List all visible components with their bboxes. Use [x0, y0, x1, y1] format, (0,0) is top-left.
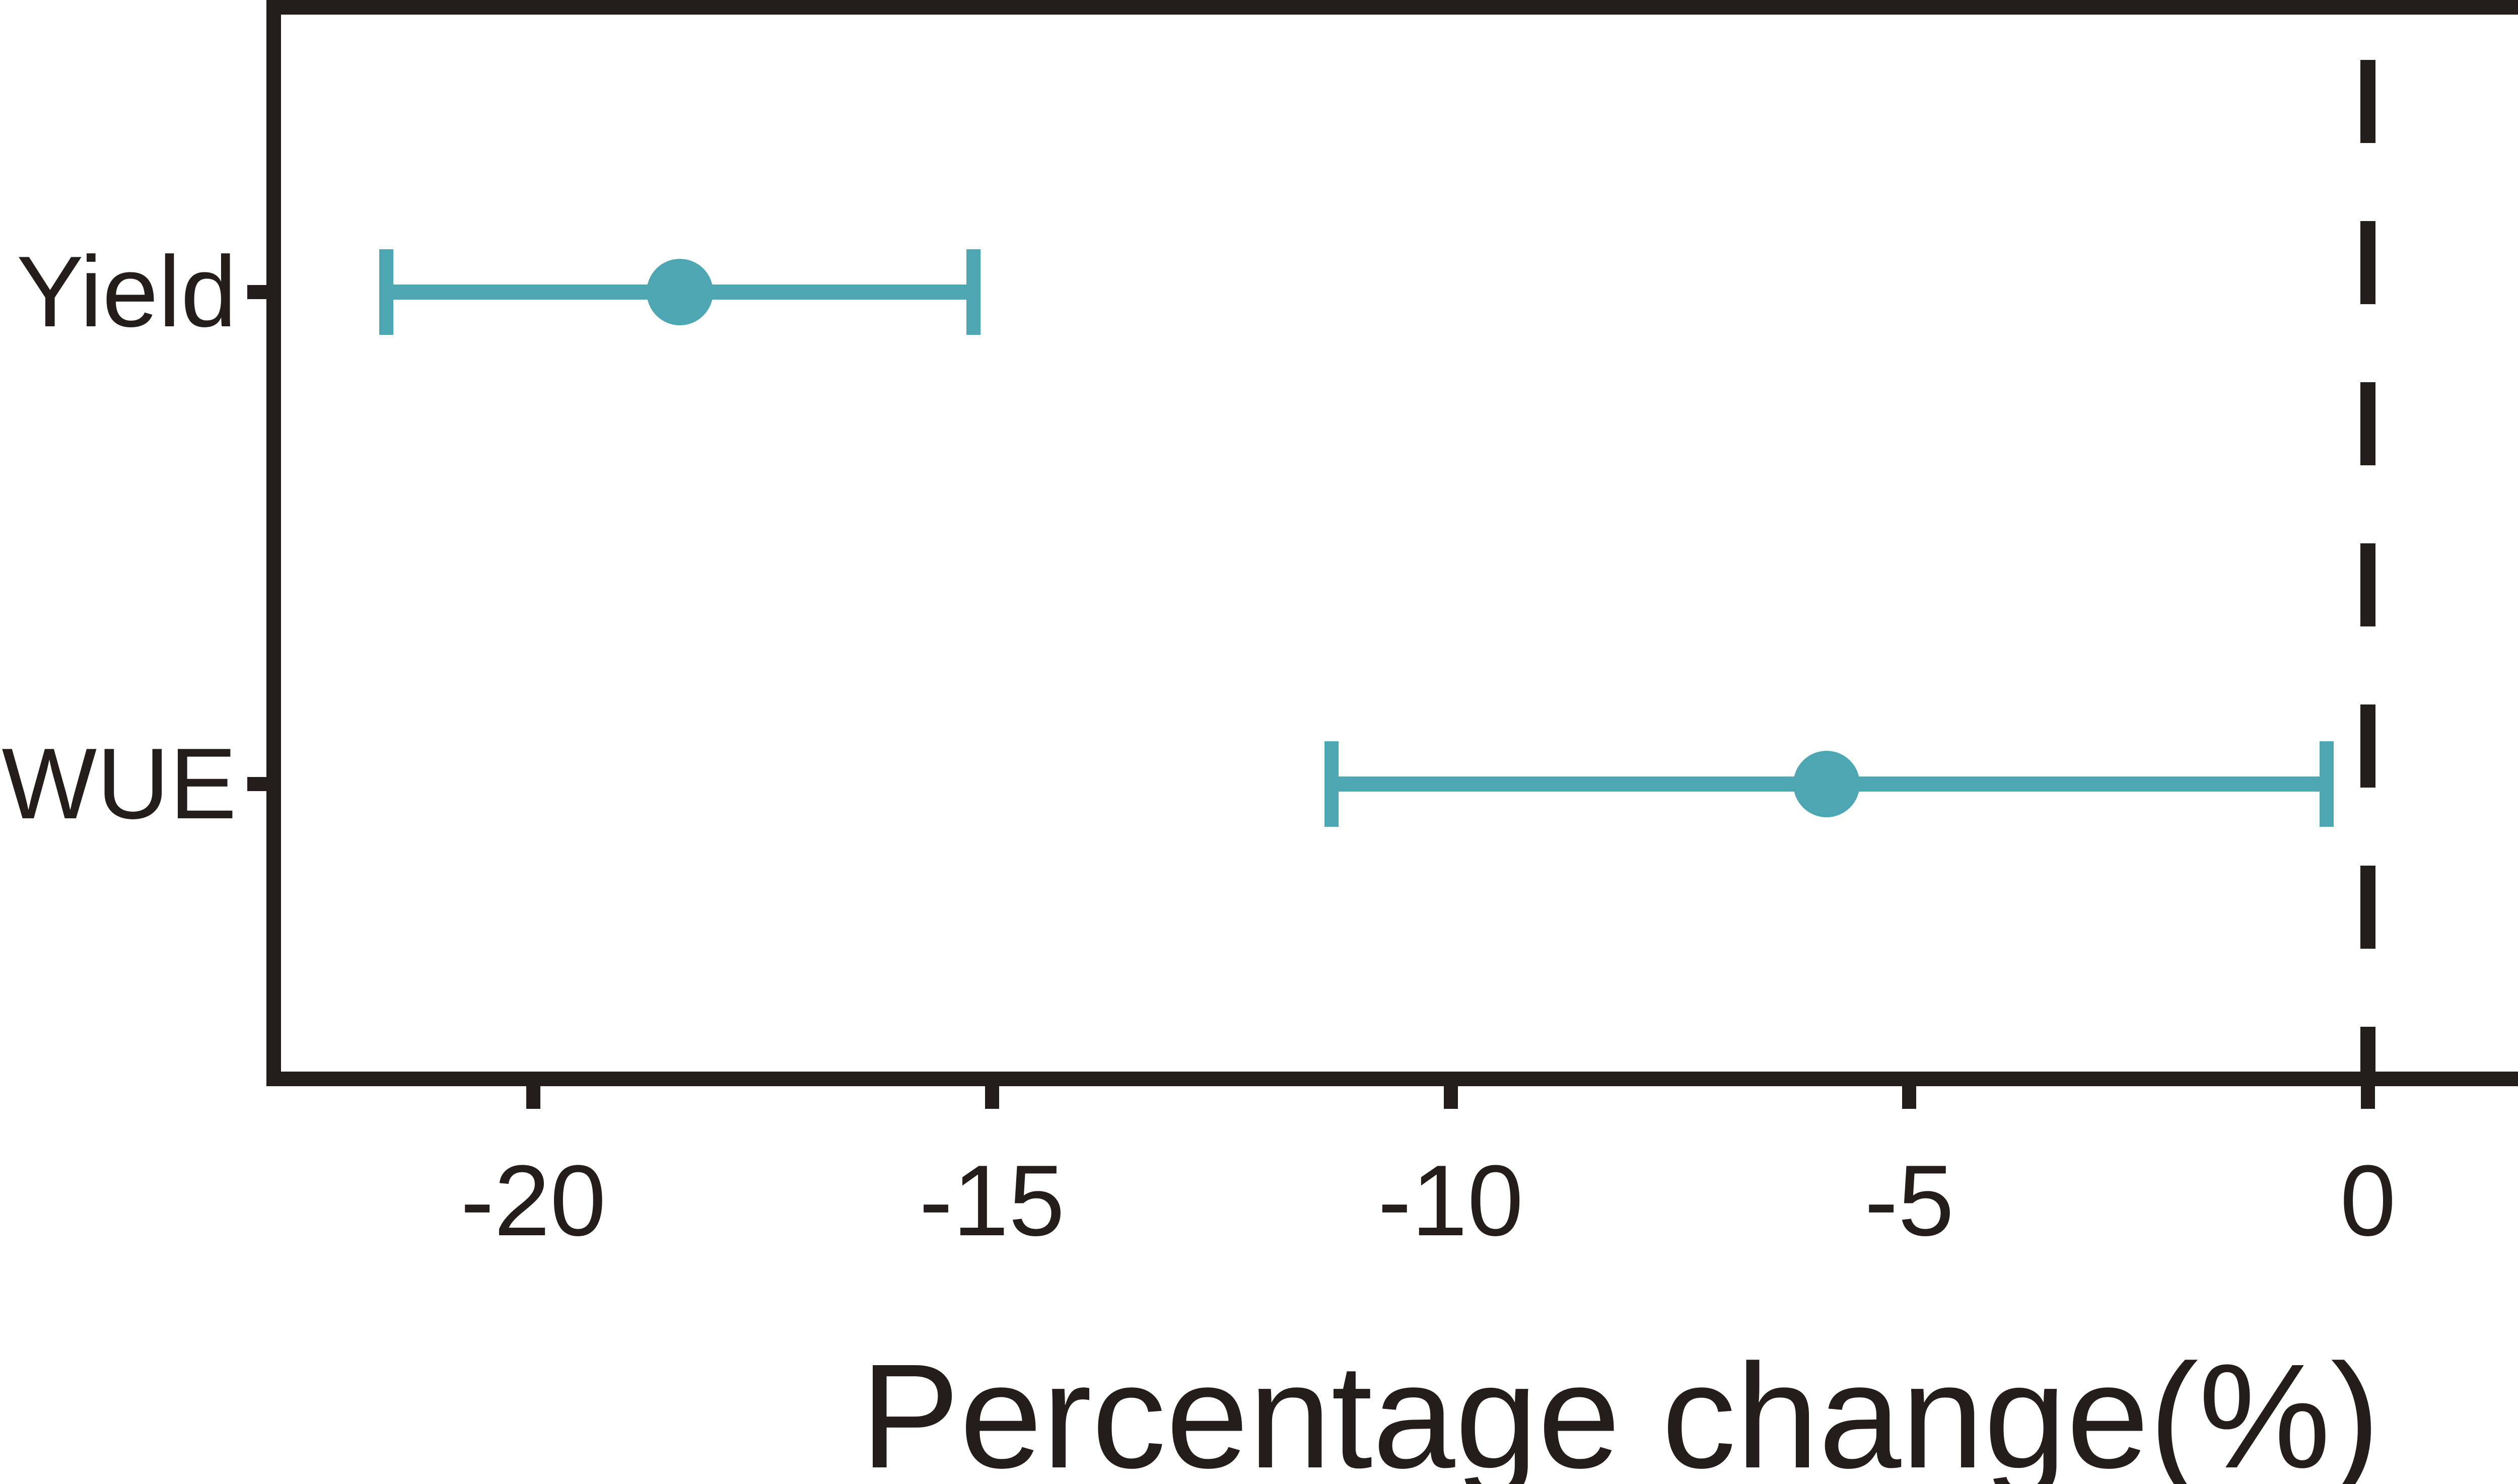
x-axis-tick-0 — [2361, 1086, 2375, 1109]
row-label-wue: WUE — [2, 728, 237, 840]
y-axis-tick-yield — [247, 285, 266, 299]
x-axis-tick-label--15: -15 — [919, 1145, 1065, 1257]
zero-reference-line — [2360, 15, 2376, 1072]
ci-cap-low-yield — [379, 249, 394, 335]
ci-cap-high-yield — [966, 249, 981, 335]
x-axis-title: Percentage change(%) — [860, 1333, 2381, 1484]
x-axis-tick-label--5: -5 — [1864, 1145, 1954, 1257]
x-axis-tick--20 — [526, 1086, 540, 1109]
x-axis-tick-label--20: -20 — [460, 1145, 606, 1257]
y-axis-category-labels: Yield WUE — [0, 15, 237, 1072]
x-axis-tick--10 — [1443, 1086, 1458, 1109]
y-axis-tick-wue — [247, 777, 266, 792]
ci-cap-high-wue — [2320, 741, 2334, 827]
x-axis-tick-labels: -20-15-10-505 — [281, 1151, 2518, 1277]
plot-area: (90)(86) — [247, 0, 2518, 1086]
x-axis-tick-label-0: 0 — [2340, 1145, 2396, 1257]
x-axis-ticks — [281, 1086, 2518, 1109]
row-label-yield: Yield — [16, 235, 237, 348]
x-axis-tick--15 — [985, 1086, 999, 1109]
x-axis-tick--5 — [1902, 1086, 1917, 1109]
x-axis-tick-label--10: -10 — [1377, 1145, 1524, 1257]
ci-cap-low-wue — [1324, 741, 1339, 827]
mean-marker-yield — [647, 258, 714, 325]
mean-marker-wue — [1793, 751, 1860, 818]
